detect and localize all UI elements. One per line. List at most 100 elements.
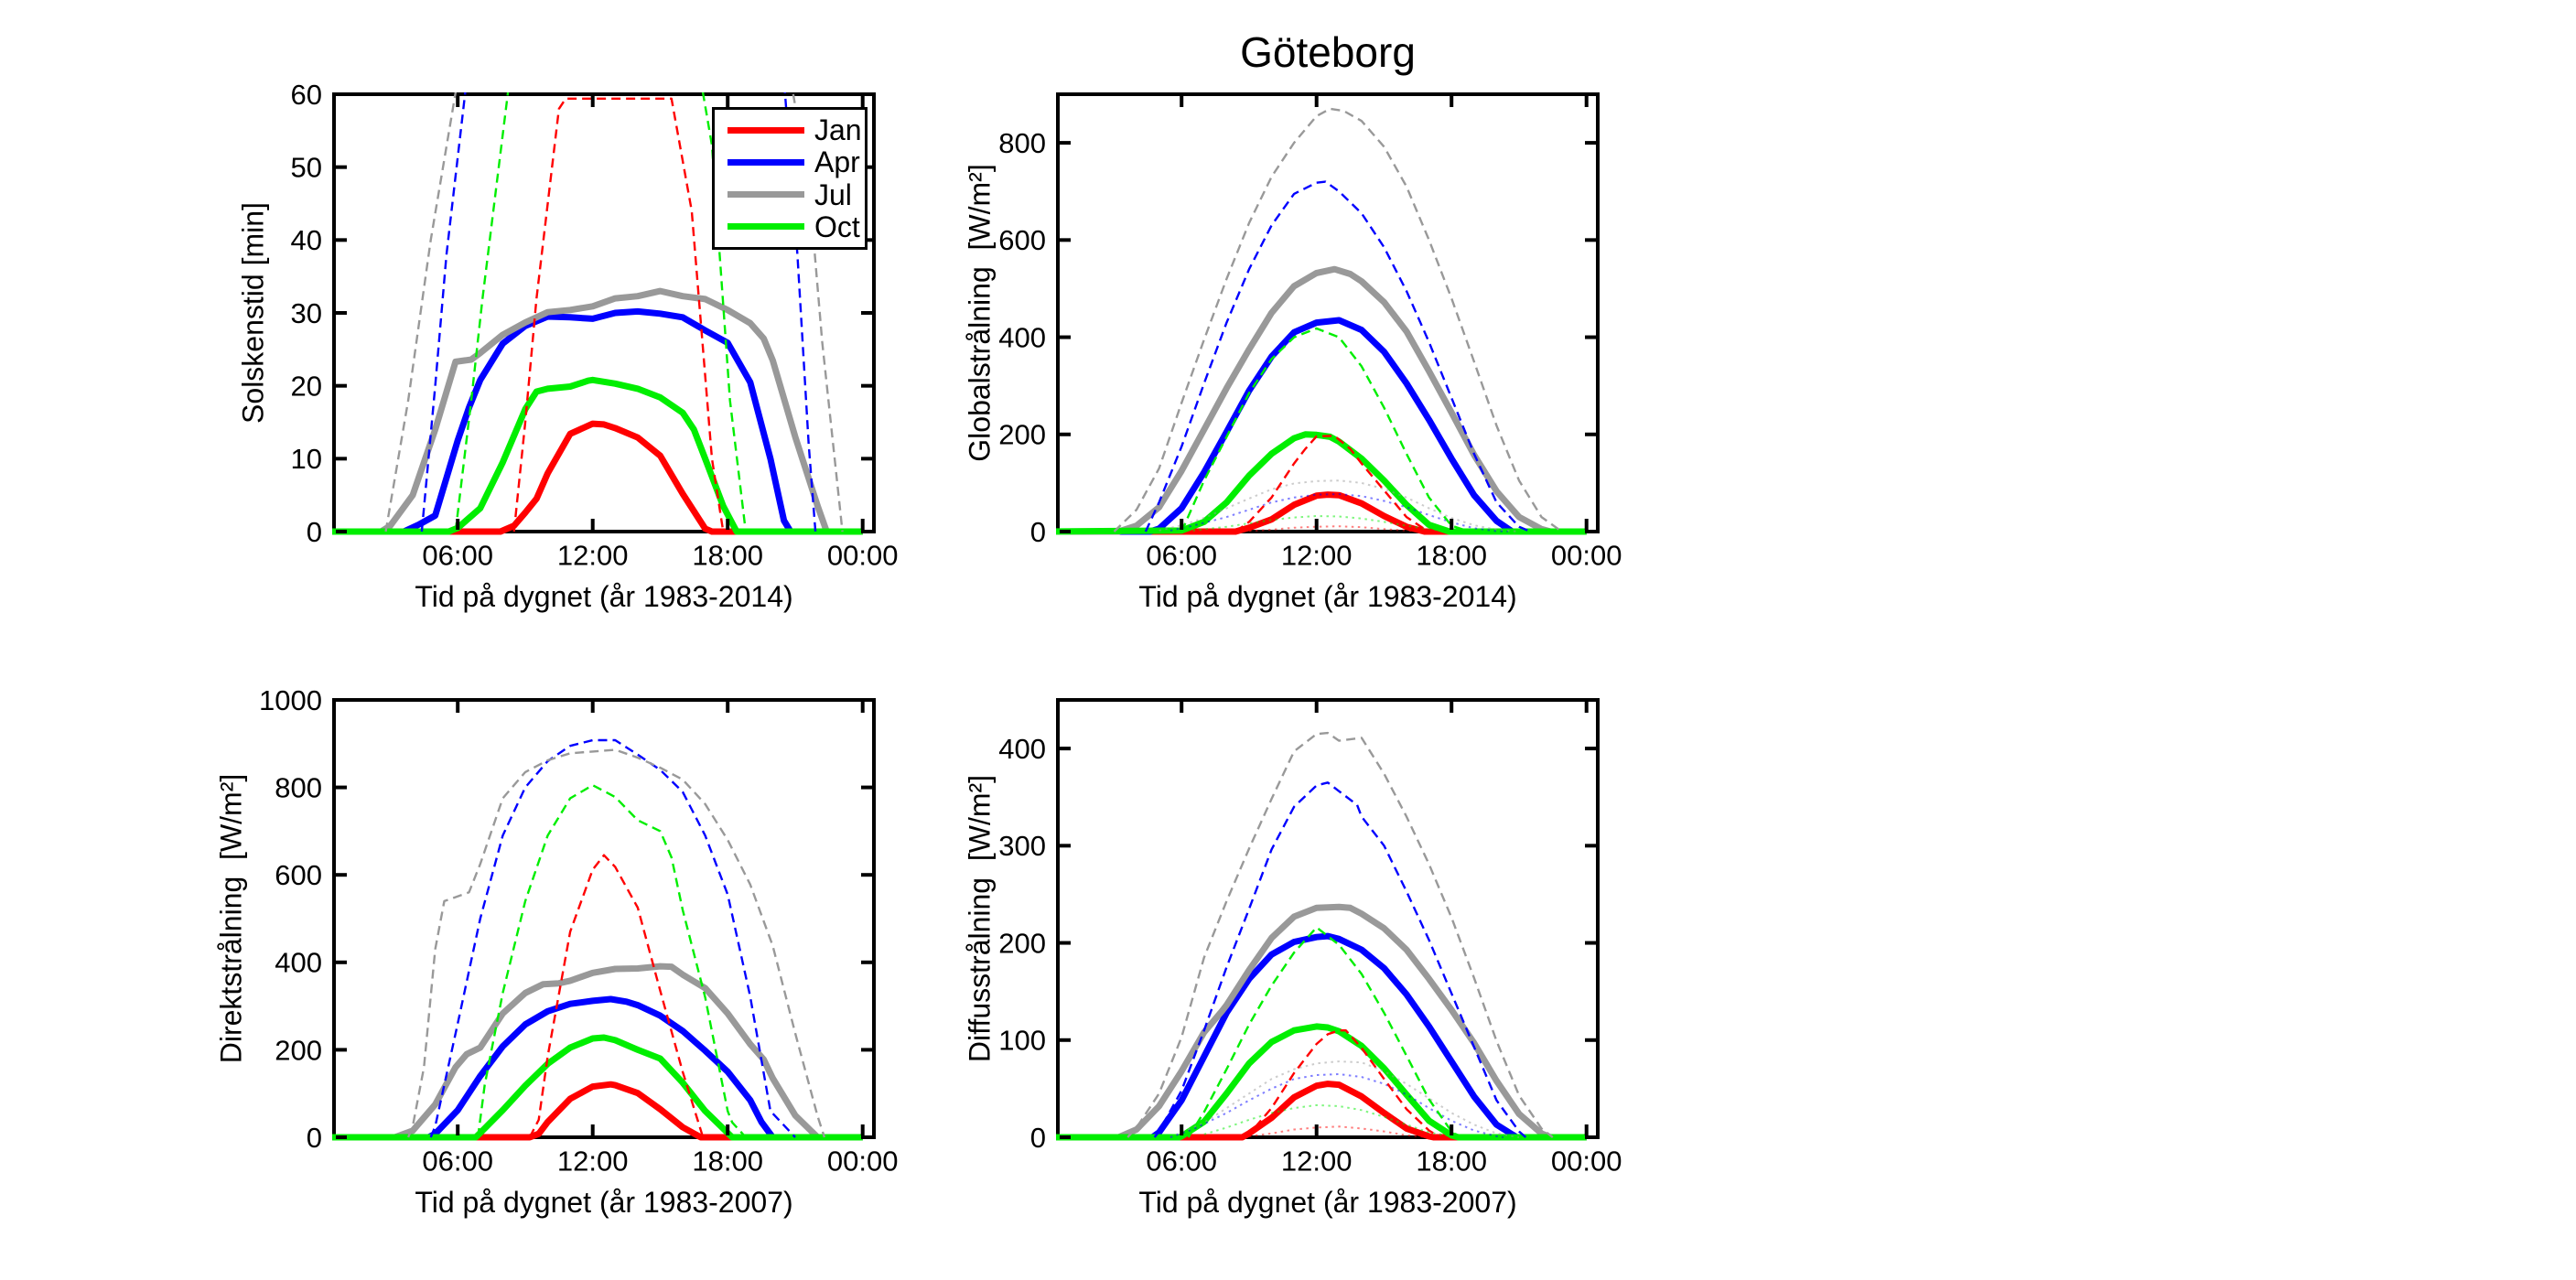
legend-label-oct: Oct	[814, 210, 860, 243]
legend-item-apr: Apr	[728, 147, 865, 177]
legend-item-jan: Jan	[728, 115, 865, 145]
global-radiation-series-jul-min	[1159, 479, 1520, 532]
plot-global-radiation: 06:00 12:00 18:00 00:00 0 200 400 600 800	[998, 92, 1622, 571]
axes-box	[332, 698, 876, 1139]
ylabel-direct-radiation: Direktstrålning [W/m²]	[214, 773, 248, 1064]
direct-radiation-series-jan-max	[528, 854, 705, 1138]
y-tick-label: 400	[998, 321, 1046, 353]
direct-radiation-series-oct-max	[477, 784, 747, 1138]
y-tick-label: 200	[275, 1034, 322, 1066]
y-tick-label: 0	[1030, 516, 1046, 548]
y-tick-label: 0	[307, 516, 322, 548]
xlabel-bottom-left: Tid på dygnet (år 1983-2007)	[415, 1186, 793, 1219]
x-tick-label: 06:00	[1146, 1145, 1217, 1177]
sunshine-series-jan-mean	[332, 420, 863, 535]
series-group	[1056, 731, 1587, 1141]
x-tick-label: 12:00	[1281, 539, 1353, 571]
global-radiation-series-apr-max	[1144, 180, 1531, 533]
y-tick-label: 20	[291, 371, 322, 403]
direct-radiation-series-oct-mean	[332, 1034, 863, 1141]
diffuse-radiation-series-jul-min	[1169, 1060, 1520, 1138]
legend-line-oct-icon	[728, 223, 804, 231]
diffuse-radiation-series-apr-max	[1153, 781, 1527, 1138]
axes-box	[1056, 698, 1600, 1139]
direct-radiation-series-jan-mean	[332, 1081, 863, 1141]
xlabel-top-right: Tid på dygnet (år 1983-2014)	[1138, 580, 1517, 613]
x-tick-label: 00:00	[1551, 539, 1622, 571]
plot-direct-radiation: 06:00 12:00 18:00 00:00 0 200 400 600 800 1000	[259, 684, 898, 1178]
legend: Jan Apr Jul Oct	[712, 107, 868, 250]
y-tick-label: 600	[275, 859, 322, 891]
global-radiation-series-apr-min	[1169, 493, 1508, 532]
legend-item-oct: Oct	[728, 212, 865, 242]
x-tick-label: 06:00	[422, 1145, 493, 1177]
sunshine-series-apr-max	[420, 92, 817, 532]
plot-sunshine: 06:00 12:00 18:00 00:00 0 10 20 30 40 50 60	[291, 79, 899, 572]
series-group	[332, 738, 863, 1141]
sunshine-series-apr-mean	[332, 307, 863, 535]
sunshine-series-jul-max	[384, 92, 844, 532]
x-tick-label: 18:00	[1416, 1145, 1487, 1177]
y-tick-label: 800	[275, 771, 322, 803]
plot-diffuse-radiation: 06:00 12:00 18:00 00:00 0 100 200 300 400	[998, 698, 1622, 1177]
y-tick-label: 100	[998, 1025, 1046, 1057]
diffuse-radiation-series-jul-max	[1126, 731, 1554, 1138]
x-tick-label: 00:00	[1551, 1145, 1622, 1177]
x-tick-label: 18:00	[692, 1145, 763, 1177]
legend-item-jul: Jul	[728, 180, 865, 210]
x-tick-label: 00:00	[827, 539, 899, 571]
axes-box	[332, 92, 876, 533]
y-tick-label: 0	[307, 1122, 322, 1154]
y-tick-label: 0	[1030, 1122, 1046, 1154]
x-tick-label: 12:00	[557, 539, 629, 571]
direct-radiation-series-apr-mean	[332, 995, 863, 1141]
diffuse-radiation-series-jan-mean	[1056, 1081, 1587, 1141]
sunshine-series-oct-mean	[332, 376, 863, 535]
direct-radiation-series-jul-mean	[332, 963, 863, 1141]
diffuse-radiation-series-oct-max	[1187, 926, 1461, 1139]
x-tick-label: 18:00	[692, 539, 763, 571]
y-tick-label: 10	[291, 443, 322, 475]
sunshine-series-oct-max	[454, 92, 748, 532]
global-radiation-series-jul-max	[1113, 107, 1563, 532]
global-radiation-series-jan-max	[1234, 435, 1434, 533]
y-tick-label: 60	[291, 79, 322, 111]
global-radiation-series-jul-mean	[1056, 265, 1587, 535]
xlabel-top-left: Tid på dygnet (år 1983-2014)	[415, 580, 793, 613]
global-radiation-series-apr-mean	[1056, 317, 1587, 535]
sunshine-series-jul-mean	[332, 287, 863, 535]
x-tick-label: 12:00	[1281, 1145, 1353, 1177]
direct-radiation-series-apr-max	[429, 738, 796, 1138]
legend-line-jul-icon	[728, 191, 804, 199]
ylabel-global-radiation: Globalstrålning [W/m²]	[963, 164, 997, 462]
xlabel-bottom-right: Tid på dygnet (år 1983-2007)	[1138, 1186, 1517, 1219]
ylabel-sunshine: Solskenstid [min]	[236, 202, 270, 424]
y-tick-label: 200	[998, 419, 1046, 451]
global-radiation-series-jan-min	[1248, 525, 1418, 532]
y-tick-label: 600	[998, 224, 1046, 256]
y-tick-label: 300	[998, 830, 1046, 862]
diffuse-radiation-series-apr-min	[1169, 1073, 1504, 1138]
global-radiation-series-oct-min	[1192, 515, 1459, 532]
y-tick-label: 200	[998, 927, 1046, 959]
y-tick-label: 400	[275, 947, 322, 979]
x-tick-label: 18:00	[1416, 539, 1487, 571]
figure-title: Göteborg	[1240, 28, 1416, 76]
y-tick-label: 50	[291, 152, 322, 184]
y-tick-label: 40	[291, 224, 322, 256]
diffuse-radiation-series-jan-min	[1248, 1125, 1429, 1138]
diffuse-radiation-series-apr-mean	[1056, 932, 1587, 1141]
legend-line-apr-icon	[728, 158, 804, 166]
series-group	[332, 92, 863, 535]
legend-label-apr: Apr	[814, 145, 860, 179]
series-group	[1056, 107, 1587, 535]
x-tick-label: 12:00	[557, 1145, 629, 1177]
sunshine-series-jan-max	[512, 97, 725, 532]
ylabel-diffuse-radiation: Diffusstrålning [W/m²]	[963, 774, 997, 1063]
global-radiation-series-oct-mean	[1056, 431, 1587, 535]
direct-radiation-series-jul-max	[406, 748, 826, 1138]
y-tick-label: 1000	[259, 684, 322, 716]
diffuse-radiation-series-jan-max	[1244, 1029, 1441, 1139]
diffuse-radiation-series-jul-mean	[1056, 903, 1587, 1141]
